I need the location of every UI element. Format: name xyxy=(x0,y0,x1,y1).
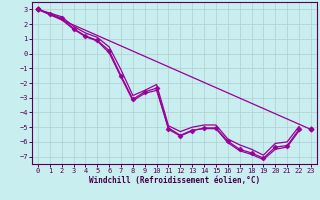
X-axis label: Windchill (Refroidissement éolien,°C): Windchill (Refroidissement éolien,°C) xyxy=(89,176,260,185)
